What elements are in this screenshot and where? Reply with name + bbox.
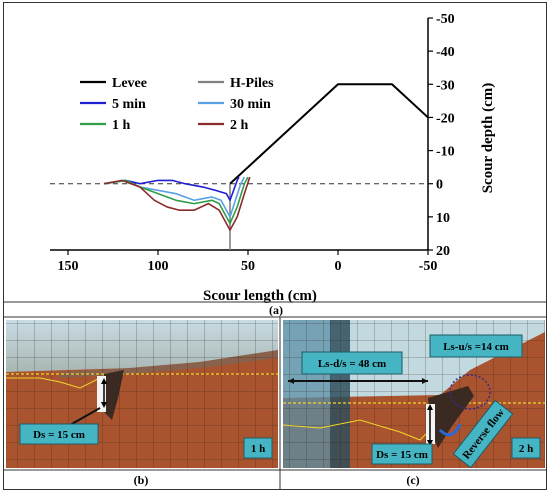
photo-b: Ds = 15 cm 1 h xyxy=(6,320,278,468)
series-layer xyxy=(103,83,429,250)
panel-label-c: (c) xyxy=(406,473,419,487)
y-tick-label: -50 xyxy=(436,12,455,27)
series-line-2-h xyxy=(103,176,251,231)
length-upstream-callout: Ls-u/s =14 cm xyxy=(443,341,509,353)
x-tick-label: 100 xyxy=(148,259,169,274)
legend: Levee H-Piles 5 min 30 min 1 h 2 h xyxy=(80,76,274,133)
x-tick-label: 150 xyxy=(58,259,79,274)
x-tick-label: 0 xyxy=(335,259,342,274)
y-tick-label: 0 xyxy=(436,178,443,193)
chart-axes: 150 100 50 0 -50 -50 -40 -30 -20 -10 0 10 20 xyxy=(50,12,455,274)
legend-label: 30 min xyxy=(230,97,271,112)
legend-label: H-Piles xyxy=(230,76,274,91)
legend-label: 1 h xyxy=(112,118,131,133)
panel-label-a: (a) xyxy=(269,303,283,317)
y-tick-label: -20 xyxy=(436,111,455,126)
y-tick-label: -40 xyxy=(436,45,455,60)
panel-label-b: (b) xyxy=(134,473,149,487)
series-line-5-min xyxy=(103,176,240,202)
y-tick-label: -30 xyxy=(436,78,455,93)
depth-callout-b: Ds = 15 cm xyxy=(33,429,85,441)
y-axis-label: Scour depth (cm) xyxy=(480,83,496,194)
y-tick-label: 20 xyxy=(436,244,450,259)
depth-callout-c: Ds = 15 cm xyxy=(376,449,428,461)
photo-c: Ls-d/s = 48 cm Ls-u/s =14 cm Ds = 15 cm … xyxy=(283,320,545,468)
series-line-levee xyxy=(229,83,429,185)
x-tick-label: 50 xyxy=(241,259,255,274)
y-tick-label: 10 xyxy=(436,211,450,226)
y-tick-label: -10 xyxy=(436,145,455,160)
legend-label: 2 h xyxy=(230,118,249,133)
figure-frame xyxy=(3,2,547,490)
pile-b xyxy=(97,376,106,412)
legend-label: 5 min xyxy=(112,97,146,112)
chart-a: 150 100 50 0 -50 -50 -40 -30 -20 -10 0 10 20 Levee H-… xyxy=(50,12,496,304)
legend-label: Levee xyxy=(112,76,147,91)
time-badge-c: 2 h xyxy=(519,443,533,455)
time-badge-b: 1 h xyxy=(251,443,265,455)
x-tick-label: -50 xyxy=(419,259,438,274)
x-axis-label: Scour length (cm) xyxy=(203,288,317,304)
length-downstream-callout: Ls-d/s = 48 cm xyxy=(318,358,386,370)
